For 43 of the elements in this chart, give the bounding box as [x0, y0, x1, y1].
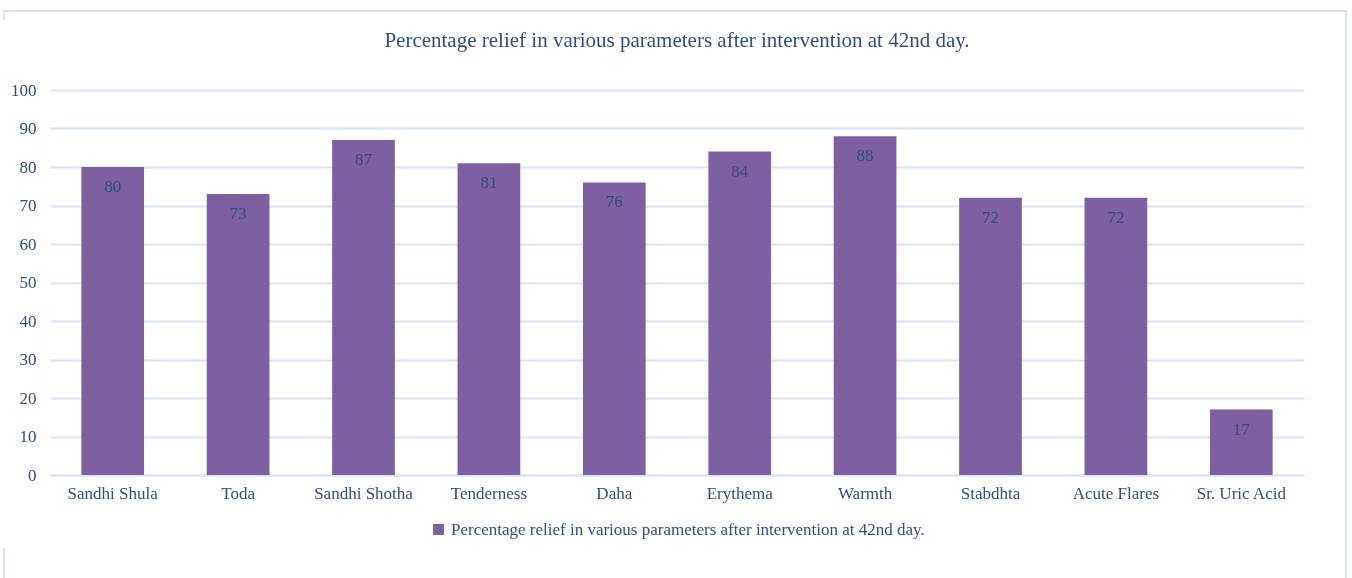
data-label: 72: [982, 207, 999, 227]
bar: [959, 197, 1022, 475]
data-label: 76: [605, 192, 623, 212]
bar: [457, 163, 521, 475]
y-tick-label: 80: [19, 157, 37, 177]
bar: [206, 193, 270, 475]
x-tick-label: Sr. Uric Acid: [1196, 483, 1287, 503]
y-tick-label: 0: [28, 465, 37, 485]
x-tick-label: Erythema: [706, 483, 774, 503]
y-tick-label: 20: [19, 388, 37, 408]
x-tick-label: Stabdhta: [960, 483, 1021, 503]
bar: [81, 167, 145, 475]
x-tick-label: Sandhi Shula: [67, 483, 159, 503]
data-label: 87: [355, 150, 373, 170]
bar: [582, 182, 646, 475]
data-label: 72: [1107, 207, 1125, 227]
y-tick-label: 100: [11, 80, 37, 100]
y-tick-label: 60: [19, 234, 37, 254]
y-tick-label: 50: [19, 273, 37, 292]
y-tick-label: 30: [19, 350, 37, 369]
bar: [1084, 197, 1148, 475]
x-tick-label: Acute Flares: [1072, 483, 1160, 503]
data-label: 80: [104, 177, 122, 196]
data-label: 88: [856, 146, 874, 166]
data-label: 84: [731, 161, 749, 181]
data-label: 73: [229, 203, 247, 223]
bar: [833, 136, 897, 475]
y-tick-label: 40: [19, 311, 37, 331]
bar: [332, 140, 395, 475]
bar: [1209, 409, 1273, 475]
y-tick-label: 70: [19, 196, 37, 215]
data-label: 17: [1232, 419, 1251, 439]
bar: [708, 151, 772, 475]
chart-title: Percentage relief in various parameters after intervention at 42nd day.: [384, 28, 970, 52]
x-tick-label: Tenderness: [450, 483, 528, 503]
x-tick-label: Sandhi Shotha: [314, 483, 414, 503]
x-tick-label: Warmth: [837, 483, 893, 503]
y-tick-label: 90: [19, 119, 37, 138]
y-tick-label: 10: [19, 427, 37, 446]
legend-label: Percentage relief in various parameters after intervention at 42nd day.: [451, 519, 925, 539]
x-tick-label: Toda: [221, 483, 256, 503]
x-tick-label: Daha: [596, 483, 633, 503]
data-label: 81: [480, 173, 498, 193]
